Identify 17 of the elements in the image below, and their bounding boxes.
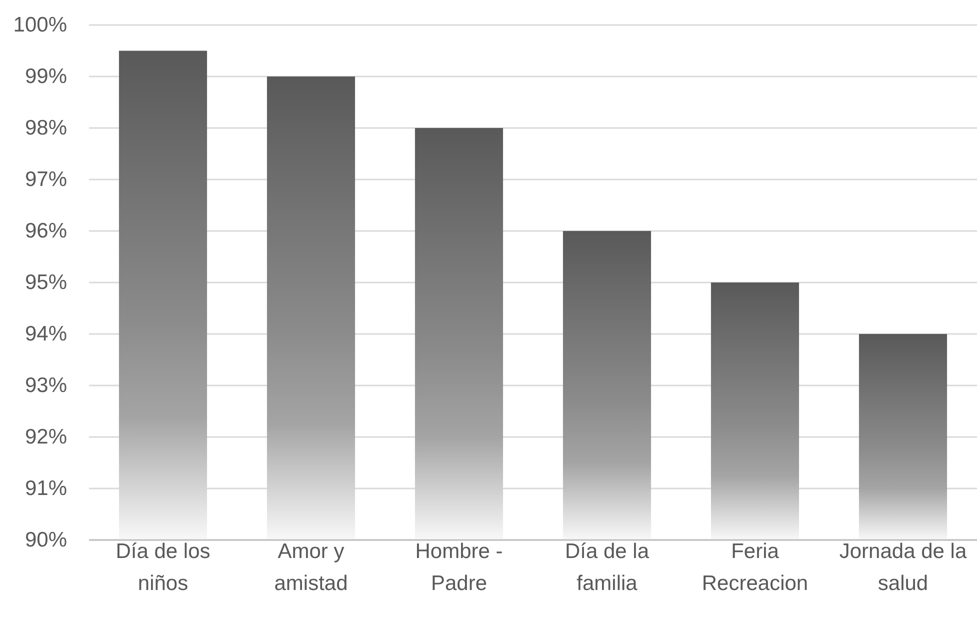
- x-tick-label: Jornada de la salud: [839, 540, 967, 595]
- y-tick-label: 98%: [24, 116, 67, 140]
- y-tick-label: 99%: [24, 65, 67, 88]
- y-tick-label: 97%: [24, 168, 67, 191]
- y-tick-label: 96%: [24, 220, 67, 242]
- y-tick-label: 93%: [24, 374, 67, 397]
- x-tick-label: Feria Recreacion: [702, 540, 808, 595]
- y-tick-label: 92%: [24, 426, 67, 448]
- x-tick-label: Amor y amistad: [274, 540, 348, 595]
- y-tick-label: 90%: [24, 528, 67, 552]
- y-tick-label: 100%: [13, 14, 67, 36]
- x-tick-label: Día de los niños: [116, 540, 210, 595]
- x-tick-label: Día de la familia: [564, 540, 650, 595]
- y-tick-label: 95%: [24, 271, 67, 294]
- y-tick-label: 94%: [24, 322, 67, 346]
- y-tick-label: 91%: [24, 477, 67, 500]
- x-tick-label: Hombre - Padre: [415, 540, 503, 595]
